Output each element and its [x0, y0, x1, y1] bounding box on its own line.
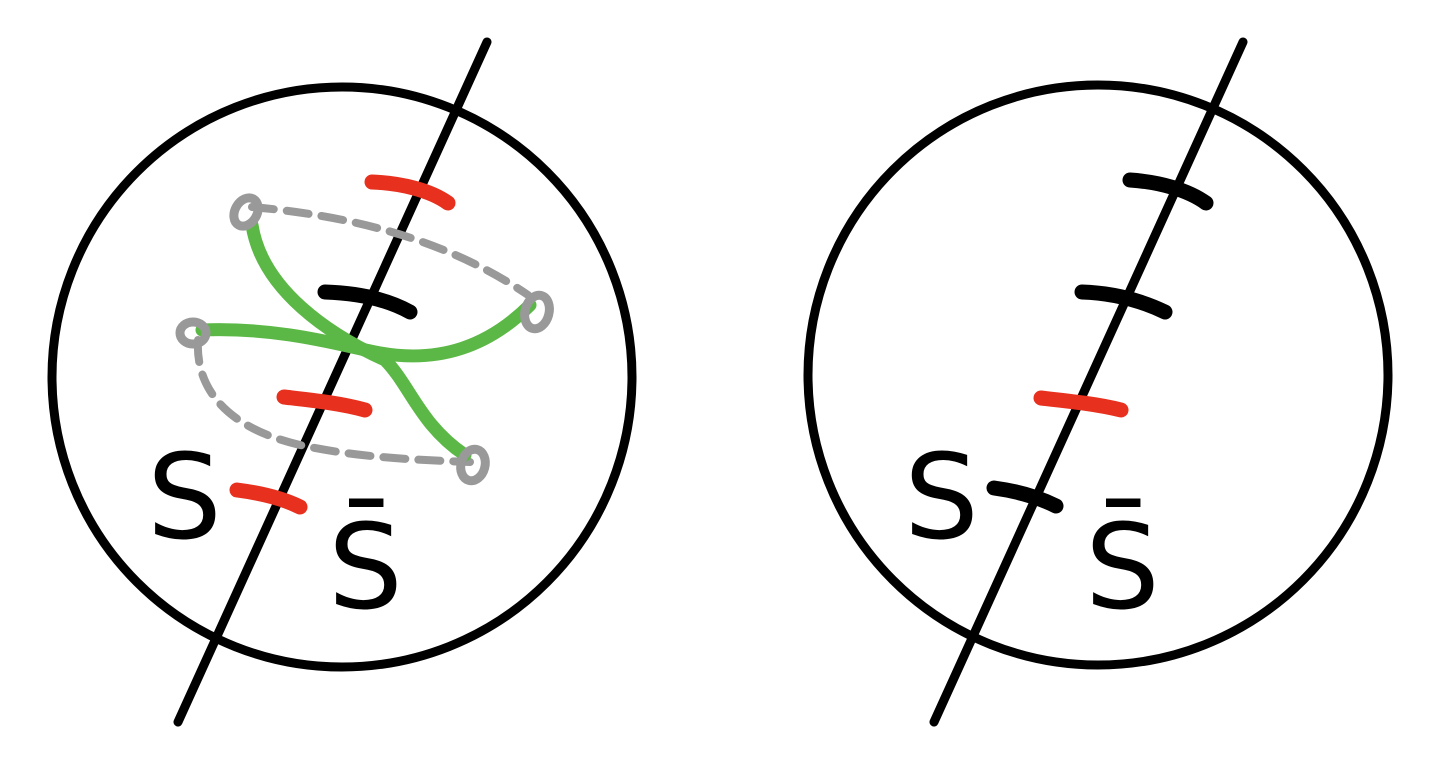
gray-node — [520, 290, 554, 334]
cut-mark-red — [229, 482, 308, 515]
label-s: S — [904, 428, 979, 566]
gray-dashed-link-bottom — [193, 336, 474, 466]
cut-mark-red — [364, 174, 456, 211]
left-panel-cut-line — [173, 37, 492, 727]
cut-mark-red — [1033, 390, 1129, 418]
right-panel-circle — [803, 80, 1393, 670]
gray-dashed-link-top — [248, 203, 532, 299]
left-panel-circle — [47, 82, 637, 672]
cut-mark-black — [986, 480, 1064, 514]
green-path-b — [195, 298, 537, 363]
gray-node — [229, 193, 263, 231]
label-s: S — [147, 428, 222, 566]
gray-node — [456, 444, 490, 486]
cut-mark-black — [1122, 172, 1214, 211]
cut-mark-red — [276, 389, 373, 418]
cut-mark-black — [1074, 284, 1173, 320]
gray-node — [175, 317, 211, 349]
label-s-bar: S̄ — [328, 498, 403, 636]
left-panel: S S̄ — [47, 37, 637, 727]
label-s-bar: S̄ — [1085, 498, 1160, 636]
cut-mark-black — [317, 284, 418, 320]
right-panel: S S̄ — [803, 37, 1393, 727]
right-panel-cut-line — [929, 37, 1248, 727]
